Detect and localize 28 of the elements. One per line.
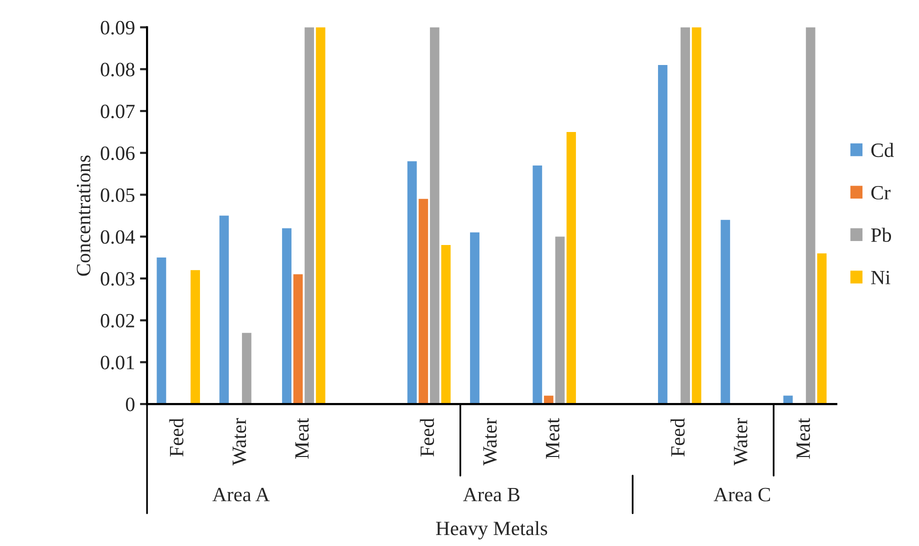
x-tick-label: Meat: [796, 418, 810, 459]
y-tick-label: 0.08: [100, 62, 134, 76]
legend-label: Cd: [871, 142, 894, 158]
x-tick-label: Feed: [420, 418, 434, 456]
y-tick-label: 0.06: [100, 146, 135, 160]
legend-label: Pb: [871, 228, 892, 242]
legend-label: Cr: [871, 186, 890, 200]
x-tick-label: Feed: [670, 418, 685, 456]
x-tick-label: Meat: [295, 418, 309, 459]
x-axis-title: Heavy Metals: [436, 521, 548, 540]
y-tick-label: 0.03: [100, 272, 134, 286]
y-axis-title: Concentrations: [76, 155, 90, 276]
y-tick-label: 0.07: [100, 104, 135, 118]
y-tick-label: 0: [126, 398, 134, 412]
x-tick-label: Water: [483, 418, 497, 466]
y-tick-label: 0.01: [100, 356, 134, 370]
y-tick-label: 0.05: [100, 188, 134, 202]
y-tick-label: 0.04: [100, 230, 135, 244]
text: Area A: [212, 488, 270, 502]
x-tick-label: Water: [232, 418, 246, 466]
x-tick-label: Water: [734, 418, 748, 466]
text: Area C: [714, 488, 770, 502]
y-tick-label: 0.02: [100, 314, 134, 328]
x-tick-label: Meat: [546, 418, 560, 459]
text: Area B: [463, 488, 520, 502]
legend-label: Ni: [871, 270, 890, 284]
y-tick-label: 0.09: [100, 20, 134, 35]
x-tick-label: Feed: [169, 418, 184, 456]
